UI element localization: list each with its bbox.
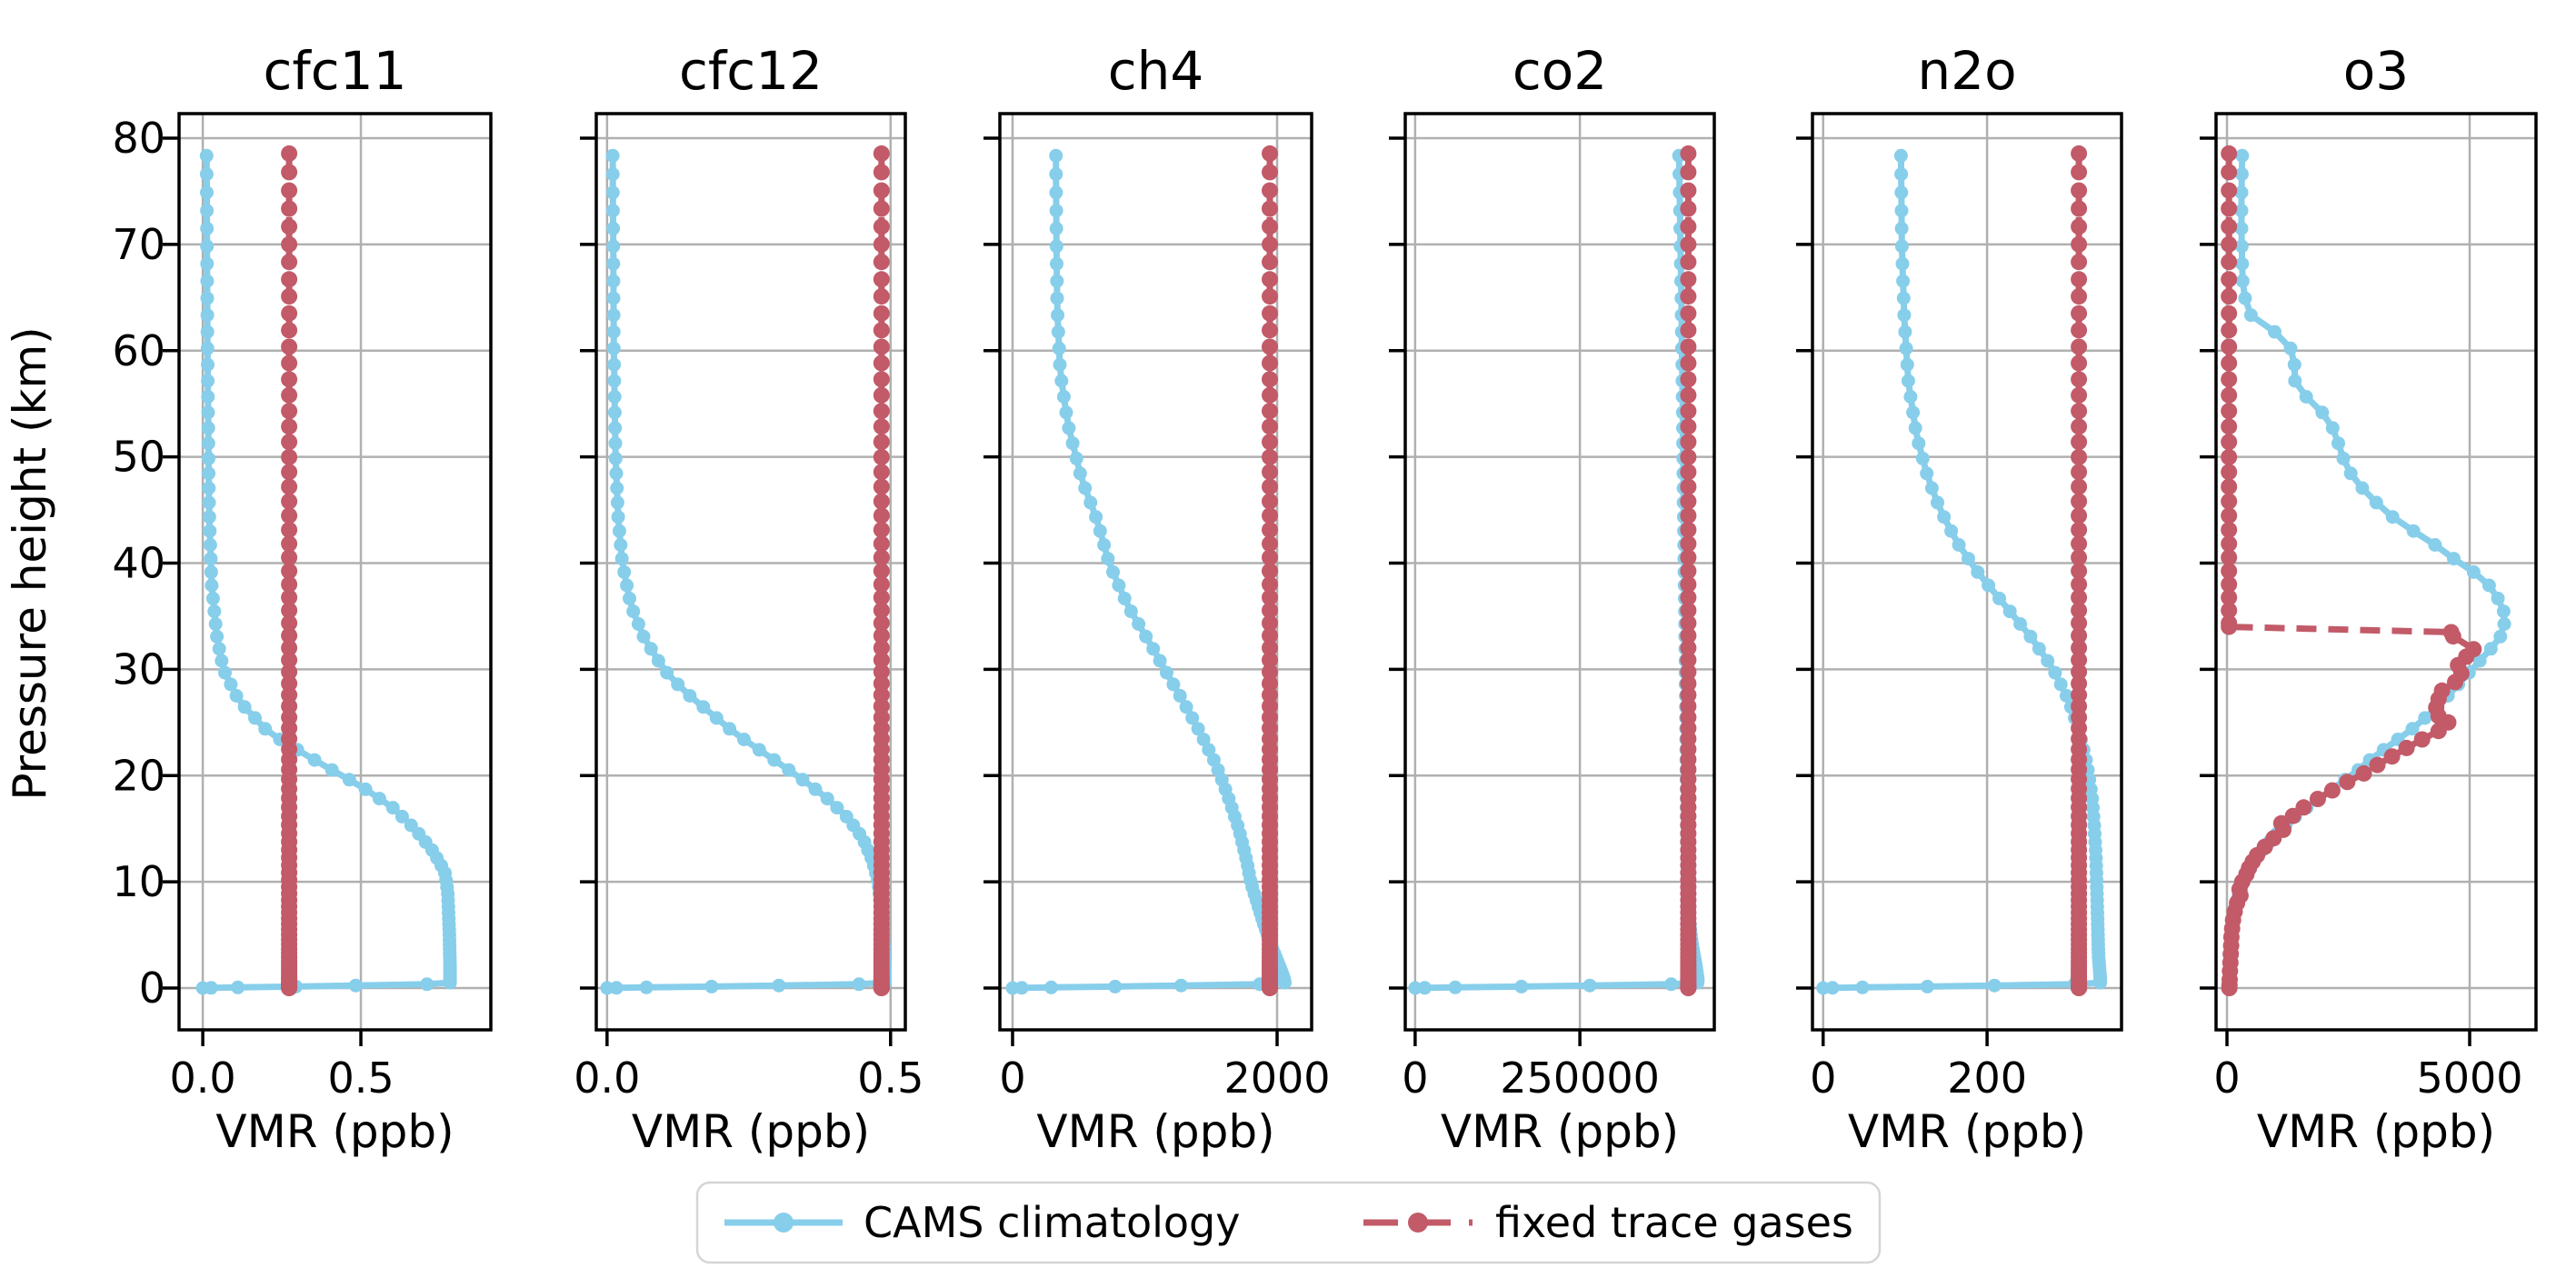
series-fixed-markers — [281, 145, 298, 996]
x-axis-label: VMR (ppb) — [632, 1105, 870, 1158]
y-tick-label: 30 — [112, 644, 165, 694]
ticks — [1796, 136, 1989, 1046]
subplot-ch4: 0 2000 ch4 VMR (ppb) — [983, 40, 1331, 1158]
series-fixed — [1680, 145, 1697, 996]
legend-label: fixed trace gases — [1495, 1198, 1853, 1247]
x-tick-label: 0.5 — [857, 1053, 924, 1103]
x-tick-label: 250000 — [1500, 1053, 1660, 1103]
legend-handle-cams-marker — [774, 1213, 794, 1233]
x-tick-label: 2000 — [1223, 1053, 1330, 1103]
subplot-title: co2 — [1513, 40, 1607, 102]
axes-spines — [177, 112, 493, 1032]
y-tick-label: 20 — [112, 751, 165, 800]
x-tick-label: 200 — [1947, 1053, 2027, 1103]
legend-item-cams: CAMS climatology — [724, 1198, 1240, 1247]
subplot-title: ch4 — [1108, 40, 1204, 102]
series-fixed-markers — [873, 145, 890, 996]
series-fixed-markers — [1680, 145, 1697, 996]
y-tick-label: 80 — [112, 114, 165, 163]
y-tick-label: 70 — [112, 220, 165, 269]
series-fixed — [2071, 145, 2088, 996]
x-tick-label: 5000 — [2416, 1053, 2522, 1103]
legend-label: CAMS climatology — [864, 1198, 1240, 1247]
ticks — [163, 136, 363, 1046]
axes-spines — [998, 112, 1313, 1032]
series-cams-markers — [195, 148, 457, 995]
ticks — [580, 136, 893, 1046]
subplot-co2: 0 250000 co2 VMR (ppb) — [1389, 40, 1716, 1158]
y-tick-label: 40 — [112, 539, 165, 588]
subplot-title: cfc12 — [679, 40, 823, 102]
subplot-title: o3 — [2343, 40, 2409, 102]
series-fixed — [1262, 145, 1278, 996]
x-tick-label: 0 — [999, 1053, 1025, 1103]
x-tick-label: 0.5 — [327, 1053, 394, 1103]
series-cams — [195, 148, 457, 995]
x-axis-label: VMR (ppb) — [1036, 1105, 1274, 1158]
ticks — [983, 136, 1279, 1046]
x-axis-label: VMR (ppb) — [1441, 1105, 1679, 1158]
axes-spines — [1811, 112, 2123, 1032]
axes-spines — [1403, 112, 1716, 1032]
ticks — [1389, 136, 1582, 1046]
x-tick-label: 0.0 — [170, 1053, 236, 1103]
series-fixed — [873, 145, 890, 996]
legend-box — [695, 1181, 1882, 1264]
y-tick-label: 10 — [112, 857, 165, 906]
x-tick-label: 0 — [1402, 1053, 1428, 1103]
ticks — [2200, 136, 2471, 1046]
subplot-cfc12: 0.0 0.5 cfc12 VMR (ppb) — [574, 40, 924, 1158]
y-axis-label: Pressure height (km) — [4, 326, 56, 800]
axes-spines — [2214, 112, 2538, 1032]
series-fixed — [2221, 145, 2482, 996]
x-tick-label: 0 — [2213, 1053, 2240, 1103]
x-axis-label: VMR (ppb) — [2257, 1105, 2495, 1158]
gridlines — [1405, 114, 1714, 1030]
series-fixed — [281, 145, 298, 996]
y-tick-label: 50 — [112, 433, 165, 482]
series-fixed-markers — [2071, 145, 2088, 996]
x-tick-label: 0 — [1810, 1053, 1836, 1103]
series-fixed-markers — [2221, 145, 2482, 996]
legend-item-fixed: fixed trace gases — [1363, 1198, 1853, 1247]
x-tick-label: 0.0 — [574, 1053, 640, 1103]
series-fixed-markers — [1262, 145, 1278, 996]
x-axis-label: VMR (ppb) — [1848, 1105, 2086, 1158]
subplot-cfc11: 0.0 0.5 0 10 20 30 40 50 60 70 80 cfc11 VMR (ppb) — [112, 40, 493, 1158]
y-tick-label: 0 — [139, 964, 165, 1013]
y-tick-label: 60 — [112, 326, 165, 375]
subplot-title: cfc11 — [264, 40, 407, 102]
legend-handle-fixed-marker — [1408, 1213, 1428, 1233]
subplot-o3: 0 5000 o3 VMR (ppb) — [2200, 40, 2538, 1158]
x-axis-label: VMR (ppb) — [215, 1105, 454, 1158]
subplot-title: n2o — [1917, 40, 2016, 102]
legend: CAMS climatology fixed trace gases — [695, 1181, 1882, 1264]
axes-spines — [594, 112, 907, 1032]
subplot-n2o: 0 200 n2o VMR (ppb) — [1796, 40, 2123, 1158]
